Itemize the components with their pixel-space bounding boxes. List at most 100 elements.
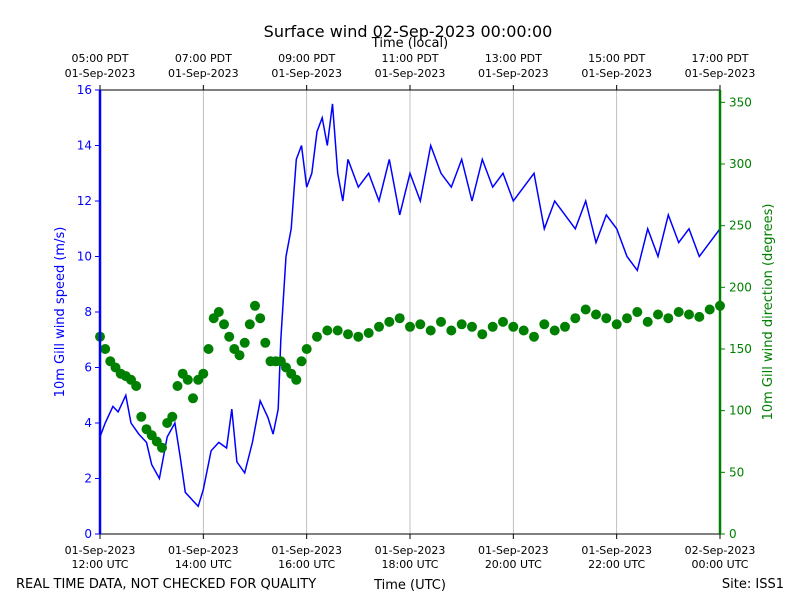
bottom-tick-date: 01-Sep-2023 <box>375 544 446 557</box>
wind-direction-point <box>611 319 622 330</box>
wind-direction-point <box>301 344 312 354</box>
wind-direction-point <box>591 309 601 320</box>
wind-direction-point <box>498 316 508 327</box>
left-tick-label: 10 <box>77 250 92 264</box>
wind-direction-point <box>622 313 632 324</box>
tick-labels: 0 2 4 6 8 10 12 14 16 0 50 100 150 200 250 300 350 01-Sep… <box>65 52 756 571</box>
bottom-tick-time: 16:00 UTC <box>278 558 335 571</box>
wind-direction-point <box>642 316 653 327</box>
wind-direction-point <box>436 316 446 327</box>
left-tick-label: 12 <box>77 194 92 208</box>
top-tick-date: 01-Sep-2023 <box>271 67 342 80</box>
wind-direction-point <box>560 321 570 332</box>
quality-disclaimer: REAL TIME DATA, NOT CHECKED FOR QUALITY <box>16 577 316 592</box>
wind-direction-point <box>157 442 167 453</box>
wind-direction-point <box>353 331 364 342</box>
wind-direction-point <box>182 374 193 385</box>
top-tick-time: 13:00 PDT <box>485 52 542 65</box>
bottom-tick-time: 22:00 UTC <box>588 558 645 571</box>
bottom-tick-date: 01-Sep-2023 <box>478 544 549 557</box>
top-tick-time: 17:00 PDT <box>691 52 748 65</box>
wind-direction-point <box>487 321 498 332</box>
wind-speed-line <box>99 103 721 508</box>
wind-direction-point <box>394 313 405 324</box>
right-tick-label: 350 <box>729 95 752 109</box>
wind-direction-point <box>234 350 245 361</box>
wind-direction-point <box>529 331 539 342</box>
wind-direction-point <box>172 381 183 391</box>
top-tick-time: 11:00 PDT <box>381 52 438 65</box>
wind-direction-point <box>673 307 684 317</box>
wind-direction-point <box>363 328 374 338</box>
wind-direction-point <box>539 319 550 330</box>
left-tick-label: 4 <box>84 416 92 430</box>
right-tick-label: 250 <box>729 219 752 233</box>
bottom-tick-date: 01-Sep-2023 <box>65 544 136 557</box>
right-tick-label: 0 <box>729 527 737 541</box>
wind-direction-point <box>684 309 694 320</box>
left-tick-label: 16 <box>77 83 92 97</box>
bottom-tick-date: 01-Sep-2023 <box>271 544 342 557</box>
bottom-tick-time: 18:00 UTC <box>381 558 438 571</box>
chart-title: Surface wind 02-Sep-2023 00:00:00 <box>264 22 553 41</box>
wind-direction-point <box>384 316 395 327</box>
wind-direction-point <box>518 325 529 336</box>
wind-direction-point <box>467 321 477 332</box>
wind-direction-point <box>312 331 322 342</box>
wind-direction-point <box>580 304 591 315</box>
top-tick-time: 09:00 PDT <box>278 52 335 65</box>
top-tick-time: 05:00 PDT <box>71 52 128 65</box>
wind-direction-point <box>632 307 643 317</box>
vertical-grid <box>202 90 618 534</box>
bottom-tick-date: 02-Sep-2023 <box>685 544 756 557</box>
right-tick-label: 150 <box>729 342 752 356</box>
right-tick-label: 50 <box>729 465 744 479</box>
wind-direction-point <box>100 344 111 354</box>
wind-direction-point <box>508 321 519 332</box>
wind-direction-point <box>663 313 674 324</box>
wind-direction-point <box>601 313 612 324</box>
top-tick-date: 01-Sep-2023 <box>168 67 239 80</box>
top-tick-time: 07:00 PDT <box>175 52 232 65</box>
wind-direction-point <box>136 411 147 422</box>
wind-direction-point <box>704 304 715 315</box>
wind-direction-point <box>570 313 581 324</box>
wind-direction-point <box>250 300 260 311</box>
wind-direction-point <box>425 325 436 336</box>
top-tick-date: 01-Sep-2023 <box>685 67 756 80</box>
top-axis-label: Time (local) <box>371 36 448 51</box>
right-tick-label: 100 <box>729 404 752 418</box>
top-tick-date: 01-Sep-2023 <box>375 67 446 80</box>
bottom-tick-time: 20:00 UTC <box>485 558 542 571</box>
top-tick-date: 01-Sep-2023 <box>581 67 652 80</box>
wind-direction-point <box>477 329 488 340</box>
bottom-tick-date: 01-Sep-2023 <box>581 544 652 557</box>
wind-direction-point <box>343 329 353 340</box>
wind-direction-point <box>260 337 271 348</box>
wind-direction-point <box>456 319 467 330</box>
right-axis-label: 10m Gill wind direction (degrees) <box>761 204 776 421</box>
site-label: Site: ISS1 <box>722 577 784 592</box>
wind-direction-point <box>219 319 229 330</box>
bottom-tick-time: 14:00 UTC <box>175 558 232 571</box>
bottom-tick-time: 12:00 UTC <box>71 558 128 571</box>
left-tick-label: 2 <box>84 472 92 486</box>
wind-direction-point <box>446 325 457 336</box>
wind-direction-point <box>405 321 415 332</box>
bottom-tick-date: 01-Sep-2023 <box>168 544 239 557</box>
wind-direction-point <box>374 321 384 332</box>
left-axis-label: 10m Gill wind speed (m/s) <box>53 227 68 398</box>
wind-direction-point <box>213 307 224 317</box>
wind-direction-point <box>131 381 142 391</box>
wind-direction-point <box>322 325 333 336</box>
wind-direction-point <box>291 374 302 385</box>
right-tick-label: 300 <box>729 157 752 171</box>
bottom-tick-time: 00:00 UTC <box>691 558 748 571</box>
wind-direction-point <box>244 319 255 330</box>
bottom-axis-label: Time (UTC) <box>373 578 446 593</box>
wind-direction-point <box>239 337 250 348</box>
left-tick-label: 0 <box>84 527 92 541</box>
wind-direction-point <box>255 313 266 324</box>
left-tick-label: 8 <box>84 305 92 319</box>
wind-direction-point <box>224 331 235 342</box>
